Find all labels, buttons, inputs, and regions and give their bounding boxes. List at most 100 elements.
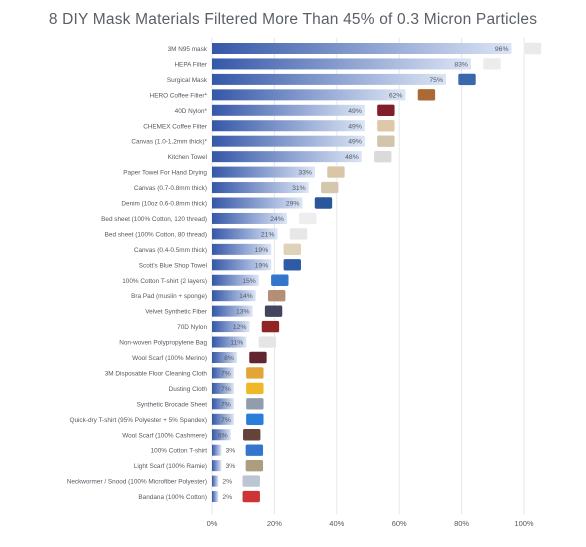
category-label: Scott's Blue Shop Towel (139, 262, 207, 269)
bar (212, 197, 303, 209)
nylon-icon (261, 320, 280, 333)
t-shirt-icon (245, 443, 264, 457)
category-label: 3M N95 mask (168, 46, 208, 53)
category-label: Paper Towel For Hand Drying (123, 170, 207, 177)
value-label: 7% (221, 401, 231, 408)
category-label: Canvas (0.4-0.5mm thick) (134, 247, 207, 254)
chart-title: 8 DIY Mask Materials Filtered More Than … (48, 11, 538, 28)
bar (212, 166, 315, 178)
bar (212, 259, 272, 271)
bed-sheet-icon (289, 227, 308, 241)
value-label: 7% (221, 417, 231, 424)
value-label: 31% (292, 185, 306, 192)
x-tick-label: 80% (454, 519, 469, 528)
value-label: 96% (495, 46, 509, 53)
value-label: 62% (389, 92, 403, 99)
category-labels: 3M N95 mask HEPA Filter Surgical Mask HERO … (67, 46, 208, 501)
value-label: 3% (226, 448, 236, 455)
category-label: Light Scarf (100% Ramie) (134, 463, 207, 470)
bars (212, 43, 512, 503)
bandana-icon (241, 490, 261, 503)
canvas-icon (282, 243, 302, 256)
shop-towel-icon (282, 258, 302, 272)
bar (212, 413, 234, 425)
bar (212, 274, 259, 286)
hepa-filter-icon (482, 57, 502, 71)
category-label: Quick-dry T-shirt (95% Polyester + 5% Sp… (69, 417, 207, 424)
category-label: Bed sheet (100% Cotton, 80 thread) (105, 231, 207, 238)
bar (212, 120, 365, 132)
category-label: HERO Coffee Filter* (150, 92, 208, 99)
bar (212, 305, 253, 317)
value-label: 8% (224, 355, 234, 362)
category-label: 70D Nylon (177, 324, 207, 331)
bar (212, 491, 219, 503)
category-label: 40D Nylon* (175, 108, 208, 115)
value-label: 12% (233, 324, 247, 331)
polypropylene-bag-icon (258, 335, 277, 349)
bar (212, 429, 231, 441)
value-labels: 96% 83% 75% 62% 49% 49% 49% 48% 33% 31% 29% 24% 21% 1… (218, 46, 509, 501)
cleaning-cloth-icon (245, 366, 265, 380)
bra-pad-icon (267, 289, 286, 303)
value-label: 19% (255, 247, 269, 254)
denim-icon (314, 196, 333, 210)
t-shirt-icon (270, 273, 290, 287)
bar (212, 135, 365, 147)
surgical-mask-icon (457, 73, 477, 86)
value-label: 49% (348, 108, 362, 115)
value-label: 49% (348, 123, 362, 130)
bar (212, 321, 250, 333)
bar (212, 89, 406, 101)
t-shirt-icon (245, 412, 265, 426)
value-label: 3% (226, 463, 236, 470)
bar (212, 212, 287, 224)
dusting-cloth-icon (245, 382, 265, 395)
category-label: Wool Scarf (100% Cashmere) (122, 432, 207, 439)
cashmere-scarf-icon (242, 428, 262, 442)
x-tick-label: 60% (392, 519, 407, 528)
chemex-filter-icon (376, 119, 396, 133)
bar (212, 475, 219, 487)
brocade-icon (245, 397, 265, 411)
value-label: 7% (221, 370, 231, 377)
kitchen-towel-icon (373, 150, 393, 163)
canvas-icon (320, 181, 340, 194)
bar (212, 228, 278, 240)
bar (212, 290, 256, 302)
bar (212, 352, 237, 363)
x-tick-label: 100% (514, 519, 534, 528)
category-label: Velvet Synthetic Fiber (145, 309, 208, 316)
value-label: 15% (242, 278, 256, 285)
value-label: 49% (348, 139, 362, 146)
category-label: Dusting Cloth (169, 386, 208, 393)
value-label: 13% (236, 309, 250, 316)
category-label: HEPA Filter (174, 61, 207, 68)
value-label: 7% (221, 386, 231, 393)
bar (212, 58, 471, 70)
category-label: 100% Cotton T-shirt (151, 448, 208, 455)
x-axis-ticks: 0% 20% 40% 60% 80% 100% (207, 519, 534, 528)
bar (212, 382, 234, 394)
value-label: 33% (298, 170, 312, 177)
bar (212, 243, 272, 255)
bar (212, 444, 222, 456)
category-label: CHEMEX Coffee Filter (143, 123, 208, 130)
material-thumbnails (241, 42, 542, 503)
value-label: 11% (230, 340, 243, 347)
category-label: 100% Cotton T-shirt (2 layers) (122, 278, 207, 285)
category-label: Wool Scarf (100% Merino) (132, 355, 207, 362)
category-label: Synthetic Brocade Sheet (137, 401, 208, 408)
value-label: 6% (218, 432, 228, 439)
velvet-icon (264, 304, 283, 318)
value-label: 14% (239, 293, 253, 300)
bar (212, 151, 362, 163)
category-label: 3M Disposable Floor Cleaning Cloth (105, 370, 208, 377)
category-label: Canvas (1.0-1.2mm thick)* (131, 139, 207, 146)
category-label: Non-woven Polypropylene Bag (119, 340, 207, 347)
category-label: Bra Pad (muslin + sponge) (131, 293, 207, 300)
value-label: 29% (286, 201, 300, 208)
nylon-icon (376, 104, 396, 117)
canvas-icon (376, 134, 396, 148)
